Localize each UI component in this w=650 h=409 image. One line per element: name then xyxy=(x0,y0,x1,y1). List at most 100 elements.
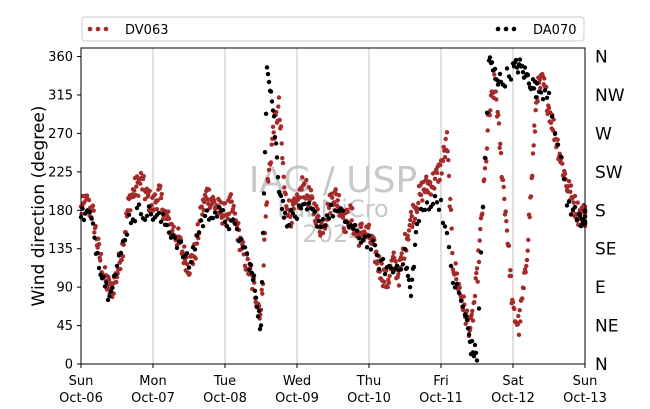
data-point xyxy=(310,195,315,201)
data-point xyxy=(458,298,464,303)
data-point xyxy=(268,160,274,165)
data-point xyxy=(568,183,574,188)
y-tick-label: 225 xyxy=(48,165,73,180)
data-point xyxy=(469,312,474,317)
data-point xyxy=(434,170,440,176)
data-point xyxy=(95,250,100,256)
data-point xyxy=(555,142,561,147)
data-point xyxy=(469,338,475,344)
compass-label: E xyxy=(595,278,606,298)
data-point xyxy=(446,244,452,250)
data-point xyxy=(259,287,264,292)
data-point xyxy=(531,86,537,91)
data-point xyxy=(402,247,408,252)
data-point xyxy=(370,238,376,243)
data-point xyxy=(225,216,230,221)
data-point xyxy=(489,60,495,65)
data-point xyxy=(271,114,277,119)
data-point xyxy=(226,226,232,232)
data-point xyxy=(443,136,448,142)
data-point xyxy=(488,108,493,113)
data-point xyxy=(312,209,318,214)
data-point xyxy=(473,350,479,355)
data-point xyxy=(271,130,276,135)
data-point xyxy=(182,244,187,249)
data-point xyxy=(480,211,485,216)
data-point xyxy=(122,238,128,243)
data-point xyxy=(449,226,454,231)
data-point xyxy=(290,211,296,216)
data-point xyxy=(159,191,164,197)
data-point xyxy=(470,308,475,314)
data-point xyxy=(471,354,477,359)
data-point xyxy=(118,250,124,256)
data-point xyxy=(166,209,171,214)
data-point xyxy=(96,265,102,271)
data-point xyxy=(473,276,478,281)
x-tick-date: Oct-11 xyxy=(419,391,463,406)
data-point xyxy=(408,209,414,215)
data-point xyxy=(92,235,97,240)
data-point xyxy=(428,180,433,185)
data-point xyxy=(524,257,530,263)
x-tick-day: Thu xyxy=(356,374,381,389)
data-point xyxy=(114,279,119,285)
data-point xyxy=(257,326,263,332)
data-point xyxy=(392,255,397,261)
x-tick-date: Oct-09 xyxy=(275,391,319,406)
data-point xyxy=(302,181,307,186)
data-point xyxy=(288,207,294,213)
data-point xyxy=(274,155,280,160)
data-point xyxy=(286,198,292,203)
data-point xyxy=(277,117,282,123)
data-point xyxy=(500,177,506,183)
data-point xyxy=(136,202,142,207)
data-point xyxy=(269,142,274,147)
data-point xyxy=(98,258,103,263)
data-point xyxy=(418,192,424,198)
data-point xyxy=(412,216,418,221)
y-axis-title: Wind direction (degree) xyxy=(29,106,49,307)
data-point xyxy=(412,242,418,247)
data-point xyxy=(562,171,568,176)
data-point xyxy=(448,207,454,212)
data-point xyxy=(442,224,448,229)
data-point xyxy=(534,81,540,86)
data-point xyxy=(440,220,446,226)
data-point xyxy=(533,95,539,100)
data-point xyxy=(298,195,303,200)
data-point xyxy=(196,230,202,235)
data-point xyxy=(400,262,406,267)
data-point xyxy=(343,229,348,235)
data-point xyxy=(503,209,508,214)
data-point xyxy=(442,155,448,160)
data-point xyxy=(450,250,455,256)
data-point xyxy=(463,313,469,319)
data-point xyxy=(251,273,257,278)
x-tick-day: Sun xyxy=(69,374,94,389)
data-point xyxy=(281,174,286,179)
data-point xyxy=(158,195,164,201)
data-point xyxy=(278,193,284,199)
x-tick-day: Tue xyxy=(213,374,236,389)
data-point xyxy=(152,192,158,197)
data-point xyxy=(506,243,512,248)
data-point xyxy=(422,207,428,213)
data-point xyxy=(136,193,141,198)
data-point xyxy=(396,283,402,288)
data-point xyxy=(144,213,150,219)
data-point xyxy=(514,65,520,70)
data-point xyxy=(424,174,429,179)
data-point xyxy=(330,195,335,200)
data-point xyxy=(482,177,487,182)
data-point xyxy=(520,296,525,301)
data-point xyxy=(457,285,462,290)
data-point xyxy=(314,203,319,209)
data-point xyxy=(294,216,300,221)
data-point xyxy=(408,293,414,299)
data-point xyxy=(155,198,160,203)
data-point xyxy=(413,230,419,235)
data-point xyxy=(128,220,134,226)
data-point xyxy=(374,249,379,254)
data-point xyxy=(90,203,96,208)
